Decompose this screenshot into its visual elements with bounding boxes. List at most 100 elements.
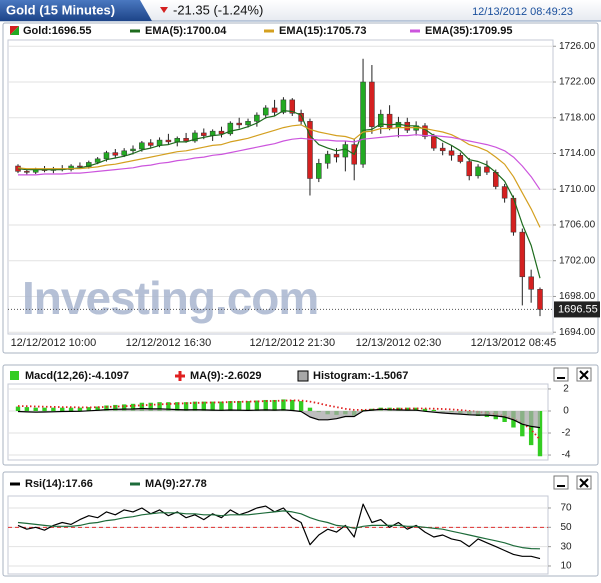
candle-body [342, 144, 349, 158]
y-tick-label: 1718.00 [559, 112, 596, 123]
y-tick-label: 1726.00 [559, 41, 596, 52]
series-line [17, 510, 541, 550]
legend-label: EMA(35):1709.95 [425, 25, 512, 37]
candle-body [271, 107, 278, 113]
y-tick-label: 1702.00 [559, 255, 596, 266]
macd-bar [157, 402, 162, 411]
x-tick-label: 12/13/2012 02:30 [356, 337, 442, 349]
candle-body [316, 163, 322, 179]
macd-bar [537, 410, 543, 457]
candle-body [377, 113, 384, 127]
legend-label: MA(9):-2.6029 [190, 370, 262, 382]
macd-bar [228, 401, 233, 411]
y-tick-label: 50 [560, 522, 572, 533]
watermark: Investing.com [22, 272, 318, 324]
macd-bar [95, 406, 100, 411]
macd-bar [166, 402, 171, 411]
x-tick-label: 12/12/2012 16:30 [126, 337, 212, 349]
macd-bar [298, 401, 304, 411]
legend-label: MA(9):27.78 [145, 478, 207, 490]
legend-label: Rsi(14):17.66 [25, 478, 93, 490]
plot-area [7, 495, 549, 575]
candle-body [386, 113, 393, 128]
header-bar [0, 0, 601, 21]
series-line [17, 110, 541, 279]
macd-bar [192, 401, 198, 411]
candle-body [77, 165, 83, 168]
y-tick-label: 2 [563, 384, 569, 395]
macd-bar [77, 407, 83, 411]
macd-bar [290, 399, 295, 411]
candle-body [360, 81, 366, 165]
legend-label: EMA(15):1705.73 [279, 25, 366, 37]
macd-bar [210, 401, 215, 411]
candle-body [298, 113, 304, 122]
minimize-button[interactable] [553, 367, 569, 382]
macd-bar [51, 407, 56, 411]
candle-body [112, 152, 119, 156]
candle-body [147, 142, 154, 146]
macd-bar [175, 402, 180, 411]
candle-body [165, 139, 172, 143]
candle-body [121, 150, 127, 156]
y-tick-label: 30 [560, 541, 572, 552]
candle-body [280, 99, 287, 113]
macd-bar [201, 401, 206, 411]
price-tag-label: 1696.55 [558, 303, 598, 315]
macd-bar [219, 401, 224, 411]
plot-area [7, 39, 554, 335]
candle-body [457, 155, 464, 162]
macd-bar [24, 407, 30, 411]
macd-bar [183, 402, 189, 411]
y-tick-label: 1706.00 [559, 220, 596, 231]
y-tick-label: 1694.00 [559, 327, 596, 338]
y-tick-label: 1698.00 [559, 291, 596, 302]
candle-body [501, 186, 508, 199]
close-button[interactable] [576, 367, 592, 382]
candle-body [192, 132, 198, 142]
candle-body [68, 165, 74, 170]
macd-bar [281, 399, 286, 411]
candle-body [218, 130, 225, 135]
macd-bar [121, 404, 127, 411]
candle-body [245, 121, 251, 126]
x-tick-label: 12/13/2012 08:45 [471, 337, 557, 349]
y-tick-label: -4 [562, 450, 571, 461]
candle-body [236, 122, 242, 126]
header-timestamp: 12/13/2012 08:49:23 [472, 6, 573, 18]
legend-icon [297, 370, 309, 382]
series-line [17, 124, 541, 228]
legend-label: Macd(12,26):-4.1097 [25, 370, 129, 382]
candle-body [475, 166, 481, 177]
candle-body [484, 166, 490, 173]
macd-bar [86, 407, 91, 411]
y-tick-label: 70 [560, 503, 572, 514]
macd-bar [104, 405, 109, 411]
candle-body [130, 148, 136, 152]
macd-bar [130, 403, 136, 411]
macd-bar [139, 402, 145, 411]
legend-icon [175, 371, 185, 381]
macd-bar [413, 407, 419, 411]
legend-label: Histogram:-1.5067 [313, 370, 408, 382]
series-line [17, 399, 541, 441]
candle-body [333, 154, 340, 158]
close-button[interactable] [576, 475, 592, 490]
macd-bar [15, 406, 21, 411]
macd-bar [405, 407, 410, 411]
macd-bar [148, 402, 153, 411]
price-tag [554, 301, 600, 318]
legend-label: EMA(5):1700.04 [145, 25, 227, 37]
macd-bar [307, 407, 313, 411]
y-tick-label: 1710.00 [559, 184, 596, 195]
minimize-button[interactable] [553, 475, 569, 490]
candle-body [183, 138, 189, 142]
candle-body [262, 107, 269, 116]
candle-body [289, 99, 296, 114]
legend-icon [10, 26, 19, 35]
title-tab [0, 0, 152, 21]
candle-body [94, 158, 101, 163]
header-title: Gold (15 Minutes) [6, 2, 115, 17]
y-tick-label: 10 [560, 561, 572, 572]
